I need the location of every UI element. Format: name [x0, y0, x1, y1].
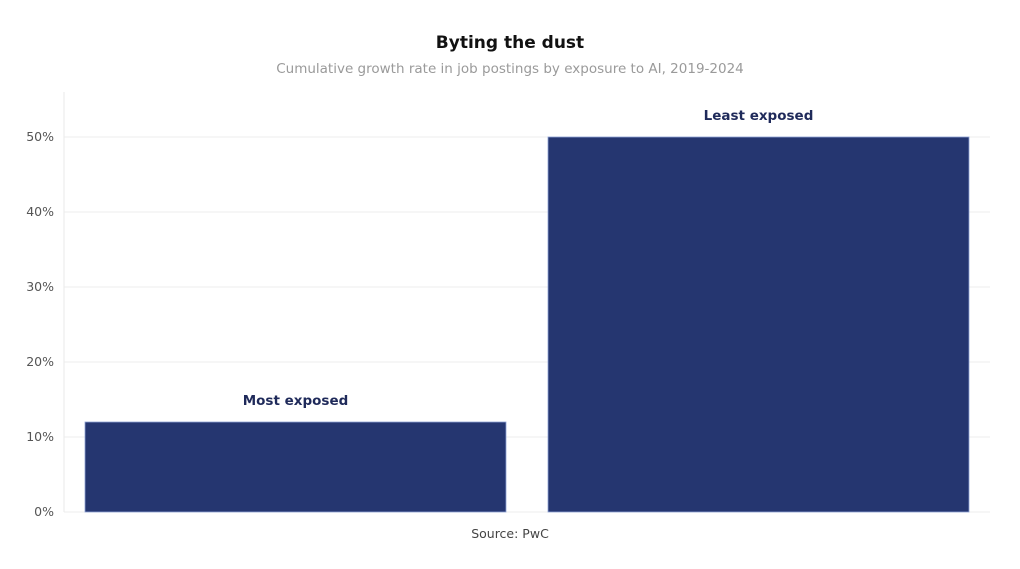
chart-title: Byting the dust	[435, 33, 585, 53]
bar-label: Least exposed	[704, 108, 814, 124]
y-tick-label: 50%	[26, 129, 54, 144]
y-tick-label: 40%	[26, 204, 54, 219]
bar-most-exposed	[84, 421, 507, 513]
y-tick-label: 20%	[26, 354, 54, 369]
y-tick-label: 10%	[26, 429, 54, 444]
bar-least-exposed	[547, 136, 970, 513]
chart-subtitle: Cumulative growth rate in job postings b…	[276, 61, 744, 77]
source-note: Source: PwC	[471, 526, 549, 541]
y-tick-label: 0%	[34, 504, 54, 519]
bar-label: Most exposed	[243, 393, 349, 409]
y-tick-label: 30%	[26, 279, 54, 294]
